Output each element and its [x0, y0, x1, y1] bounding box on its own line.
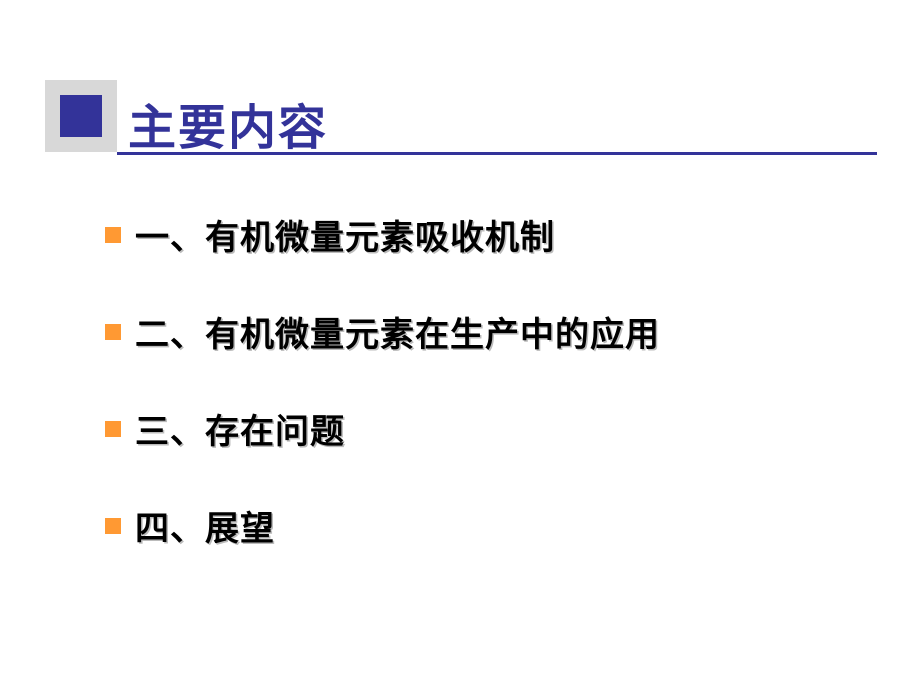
list-item-text: 三、存在问题: [135, 404, 345, 453]
list-item-text: 四、展望: [135, 501, 275, 550]
bullet-icon: [105, 324, 121, 340]
bullet-icon: [105, 518, 121, 534]
slide-title: 主要内容: [128, 88, 328, 158]
list-item: 三、存在问题: [105, 404, 660, 453]
bullet-icon: [105, 421, 121, 437]
content-list: 一、有机微量元素吸收机制 二、有机微量元素在生产中的应用 三、存在问题 四、展望: [105, 210, 660, 598]
list-item: 二、有机微量元素在生产中的应用: [105, 307, 660, 356]
bullet-icon: [105, 227, 121, 243]
title-accent-box: [60, 95, 102, 137]
list-item: 四、展望: [105, 501, 660, 550]
list-item-text: 二、有机微量元素在生产中的应用: [135, 307, 660, 356]
list-item: 一、有机微量元素吸收机制: [105, 210, 660, 259]
list-item-text: 一、有机微量元素吸收机制: [135, 210, 555, 259]
